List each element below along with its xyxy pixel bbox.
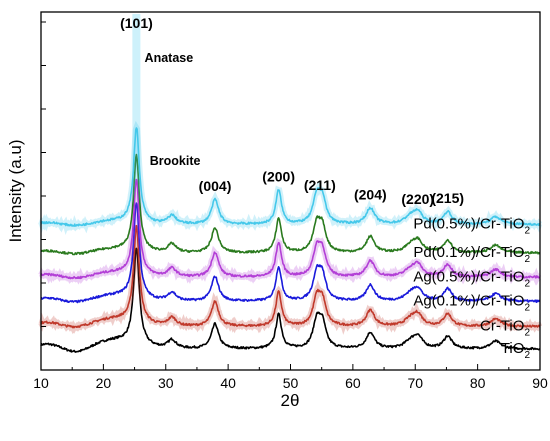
y-axis-title: Intensity (a.u) (6, 140, 25, 243)
x-tick-label-5: 60 (345, 375, 361, 391)
series-line-0 (40, 247, 541, 353)
series-line-3 (40, 178, 541, 280)
peak-annotations: (101) Anatase Brookite (004) (200) (211) (204)… (120, 15, 464, 207)
peak-101-highlight (132, 14, 141, 184)
series-layer (38, 120, 543, 353)
axis-layer: 10 20 30 40 50 60 70 80 90 (33, 21, 548, 391)
peak-highlight-layer (132, 14, 141, 184)
x-tick-label-0: 10 (33, 375, 49, 391)
series-label-4: Pd(0.1%)/Cr-TiO2 (413, 244, 530, 265)
series-label-0: TiO2 (501, 340, 531, 361)
phase-label-2: Brookite (150, 154, 201, 168)
series-label-1: Cr-TiO2 (480, 318, 530, 339)
peak-label-6: (204) (354, 186, 387, 202)
series-line-4 (40, 153, 541, 256)
peak-label-5: (211) (304, 177, 336, 193)
x-axis-title: 2θ (281, 391, 300, 410)
peak-label-4: (200) (262, 168, 295, 184)
x-tick-label-3: 40 (220, 375, 236, 391)
x-tick-label-2: 30 (158, 375, 174, 391)
x-tick-label-6: 70 (407, 375, 423, 391)
series-label-2: Ag(0.1%)/Cr-TiO2 (413, 293, 530, 314)
x-tick-label-4: 50 (283, 375, 299, 391)
peak-label-0: (101) (120, 15, 153, 31)
peak-label-7: (220) (401, 191, 434, 207)
series-label-3: Ag(0.5%)/Cr-TiO2 (413, 268, 530, 289)
x-tick-label-7: 80 (470, 375, 486, 391)
series-label-5: Pd(0.5%)/Cr-TiO2 (413, 216, 530, 237)
phase-label-1: Anatase (145, 51, 194, 65)
peak-label-8: (215) (431, 190, 464, 206)
peak-label-3: (004) (199, 178, 232, 194)
series-line-2 (40, 202, 541, 304)
series-line-5 (40, 127, 541, 227)
x-tick-label-1: 20 (96, 375, 112, 391)
series-line-1 (40, 224, 541, 329)
x-tick-label-8: 90 (532, 375, 548, 391)
